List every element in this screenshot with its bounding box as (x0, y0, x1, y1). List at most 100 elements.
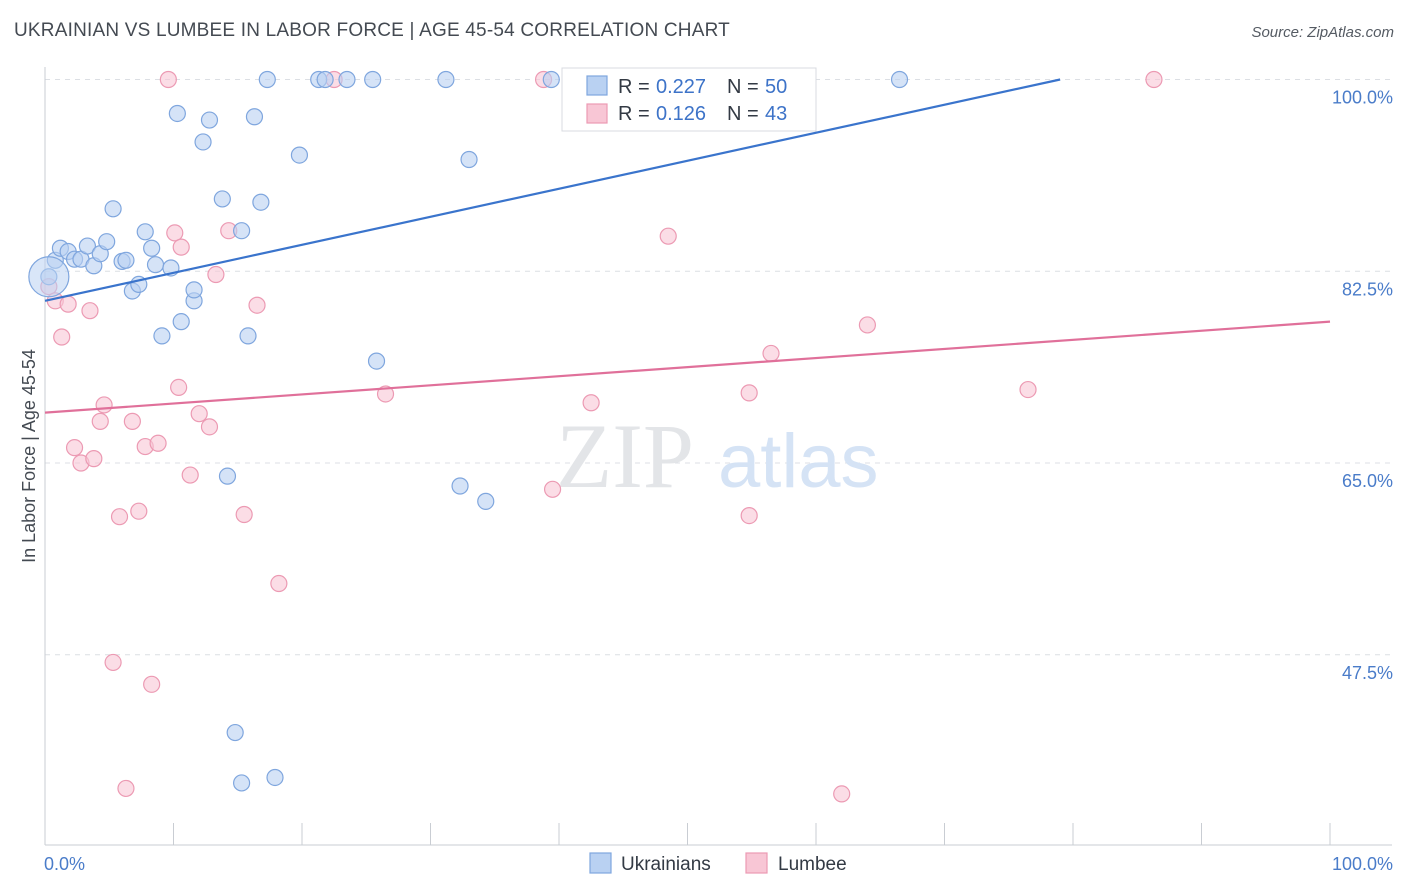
ukrainians-point (266, 768, 284, 787)
ukrainians-point (258, 70, 276, 89)
ukrainians-point (78, 237, 97, 255)
lumbee-point (104, 653, 122, 672)
ukrainians-point (218, 467, 237, 485)
ukrainians-cluster-point (28, 256, 70, 298)
ukrainians-point (890, 70, 909, 89)
x-ticks (44, 823, 1331, 845)
lumbee-point (143, 675, 161, 693)
legend-n-value-lumbee: 43 (765, 103, 787, 125)
ukrainians-point (451, 477, 469, 495)
x-tick-label-min: 0.0% (44, 854, 85, 874)
lumbee-point (149, 434, 167, 452)
ukrainians-point (226, 723, 244, 742)
series-ukrainians (28, 70, 909, 792)
watermark-atlas: atlas (718, 419, 879, 504)
lumbee-point (248, 296, 266, 314)
lumbee-point (858, 316, 877, 334)
ukrainians-point (239, 327, 257, 345)
lumbee-point (235, 505, 253, 524)
ukrainians-point (460, 150, 478, 169)
lumbee-point (207, 265, 225, 284)
ukrainians-point (153, 327, 171, 345)
ukrainians-point (542, 70, 560, 89)
y-axis-title: In Labor Force | Age 45-54 (19, 349, 39, 563)
ukrainians-point (290, 146, 309, 164)
lumbee-point (200, 418, 219, 436)
y-tick-labels: 47.5% 65.0% 82.5% 100.0% (1332, 88, 1393, 683)
ukrainians-point (213, 190, 231, 208)
ukrainians-point (367, 352, 386, 370)
legend-r-value-ukrainians: 0.227 (656, 76, 706, 98)
series-legend-swatch-lumbee (745, 852, 768, 874)
ukrainians-point (477, 492, 495, 510)
lumbee-point (1145, 70, 1163, 89)
lumbee-point (740, 384, 758, 402)
lumbee-point (270, 574, 288, 593)
watermark: ZIP atlas (556, 405, 879, 507)
lumbee-point (123, 412, 141, 430)
lumbee-point (740, 506, 758, 525)
trend-line-ukrainians (44, 78, 1061, 302)
ukrainians-point (185, 281, 203, 299)
lumbee-point (95, 396, 113, 414)
lumbee-point (582, 394, 600, 412)
lumbee-point (181, 466, 199, 484)
lumbee-point (85, 450, 103, 468)
lumbee-point (117, 779, 135, 798)
trend-line-lumbee (44, 320, 1331, 414)
ukrainians-point (233, 774, 251, 792)
lumbee-point (833, 785, 851, 803)
lumbee-point (376, 385, 395, 403)
ukrainians-point (168, 104, 186, 123)
lumbee-point (170, 378, 188, 396)
trend-lines (44, 78, 1331, 414)
lumbee-point (130, 502, 148, 520)
ukrainians-point (172, 313, 190, 331)
ukrainians-point (316, 70, 334, 89)
legend-swatch-lumbee (586, 103, 608, 124)
lumbee-point (59, 295, 77, 313)
ukrainians-point (364, 70, 382, 89)
legend-n-value-ukrainians: 50 (765, 76, 787, 98)
chart-title: UKRAINIAN VS LUMBEE IN LABOR FORCE | AGE… (14, 20, 730, 41)
lumbee-point (65, 439, 84, 457)
legend-r-label-lumbee: R = (618, 103, 650, 125)
lumbee-point (53, 328, 71, 346)
lumbee-point (659, 227, 677, 245)
watermark-zip: ZIP (556, 405, 694, 507)
y-tick-label: 100.0% (1332, 88, 1393, 108)
ukrainians-point (117, 251, 135, 269)
ukrainians-point (338, 70, 356, 89)
legend-r-value-lumbee: 0.126 (656, 103, 706, 125)
x-tick-label-max: 100.0% (1332, 854, 1393, 874)
ukrainians-point (143, 239, 161, 257)
series-legend: Ukrainians Lumbee (589, 852, 847, 875)
source-credit: Source: ZipAtlas.com (1251, 24, 1394, 41)
ukrainians-point (233, 222, 251, 240)
legend-r-label-ukrainians: R = (618, 76, 650, 98)
ukrainians-point (252, 193, 270, 211)
series-legend-label-ukrainians: Ukrainians (621, 854, 711, 875)
series-legend-swatch-ukrainians (589, 852, 612, 874)
lumbee-point (762, 344, 780, 363)
ukrainians-point (136, 223, 154, 241)
ukrainians-point (98, 233, 116, 251)
lumbee-point (110, 508, 129, 526)
lumbee-point (91, 412, 109, 430)
legend-n-label-ukrainians: N = (727, 76, 759, 98)
lumbee-point (543, 480, 562, 498)
lumbee-point (166, 224, 184, 242)
y-tick-label: 65.0% (1342, 471, 1393, 491)
ukrainians-point (146, 256, 165, 274)
series-legend-label-lumbee: Lumbee (778, 854, 847, 875)
axes (44, 67, 1392, 846)
y-tick-label: 47.5% (1342, 663, 1393, 683)
lumbee-point (81, 302, 99, 320)
legend-swatch-ukrainians (586, 75, 608, 96)
ukrainians-point (104, 200, 122, 218)
ukrainians-point (200, 111, 219, 129)
lumbee-point (190, 405, 208, 423)
ukrainians-point (437, 70, 455, 89)
lumbee-point (1019, 380, 1037, 399)
